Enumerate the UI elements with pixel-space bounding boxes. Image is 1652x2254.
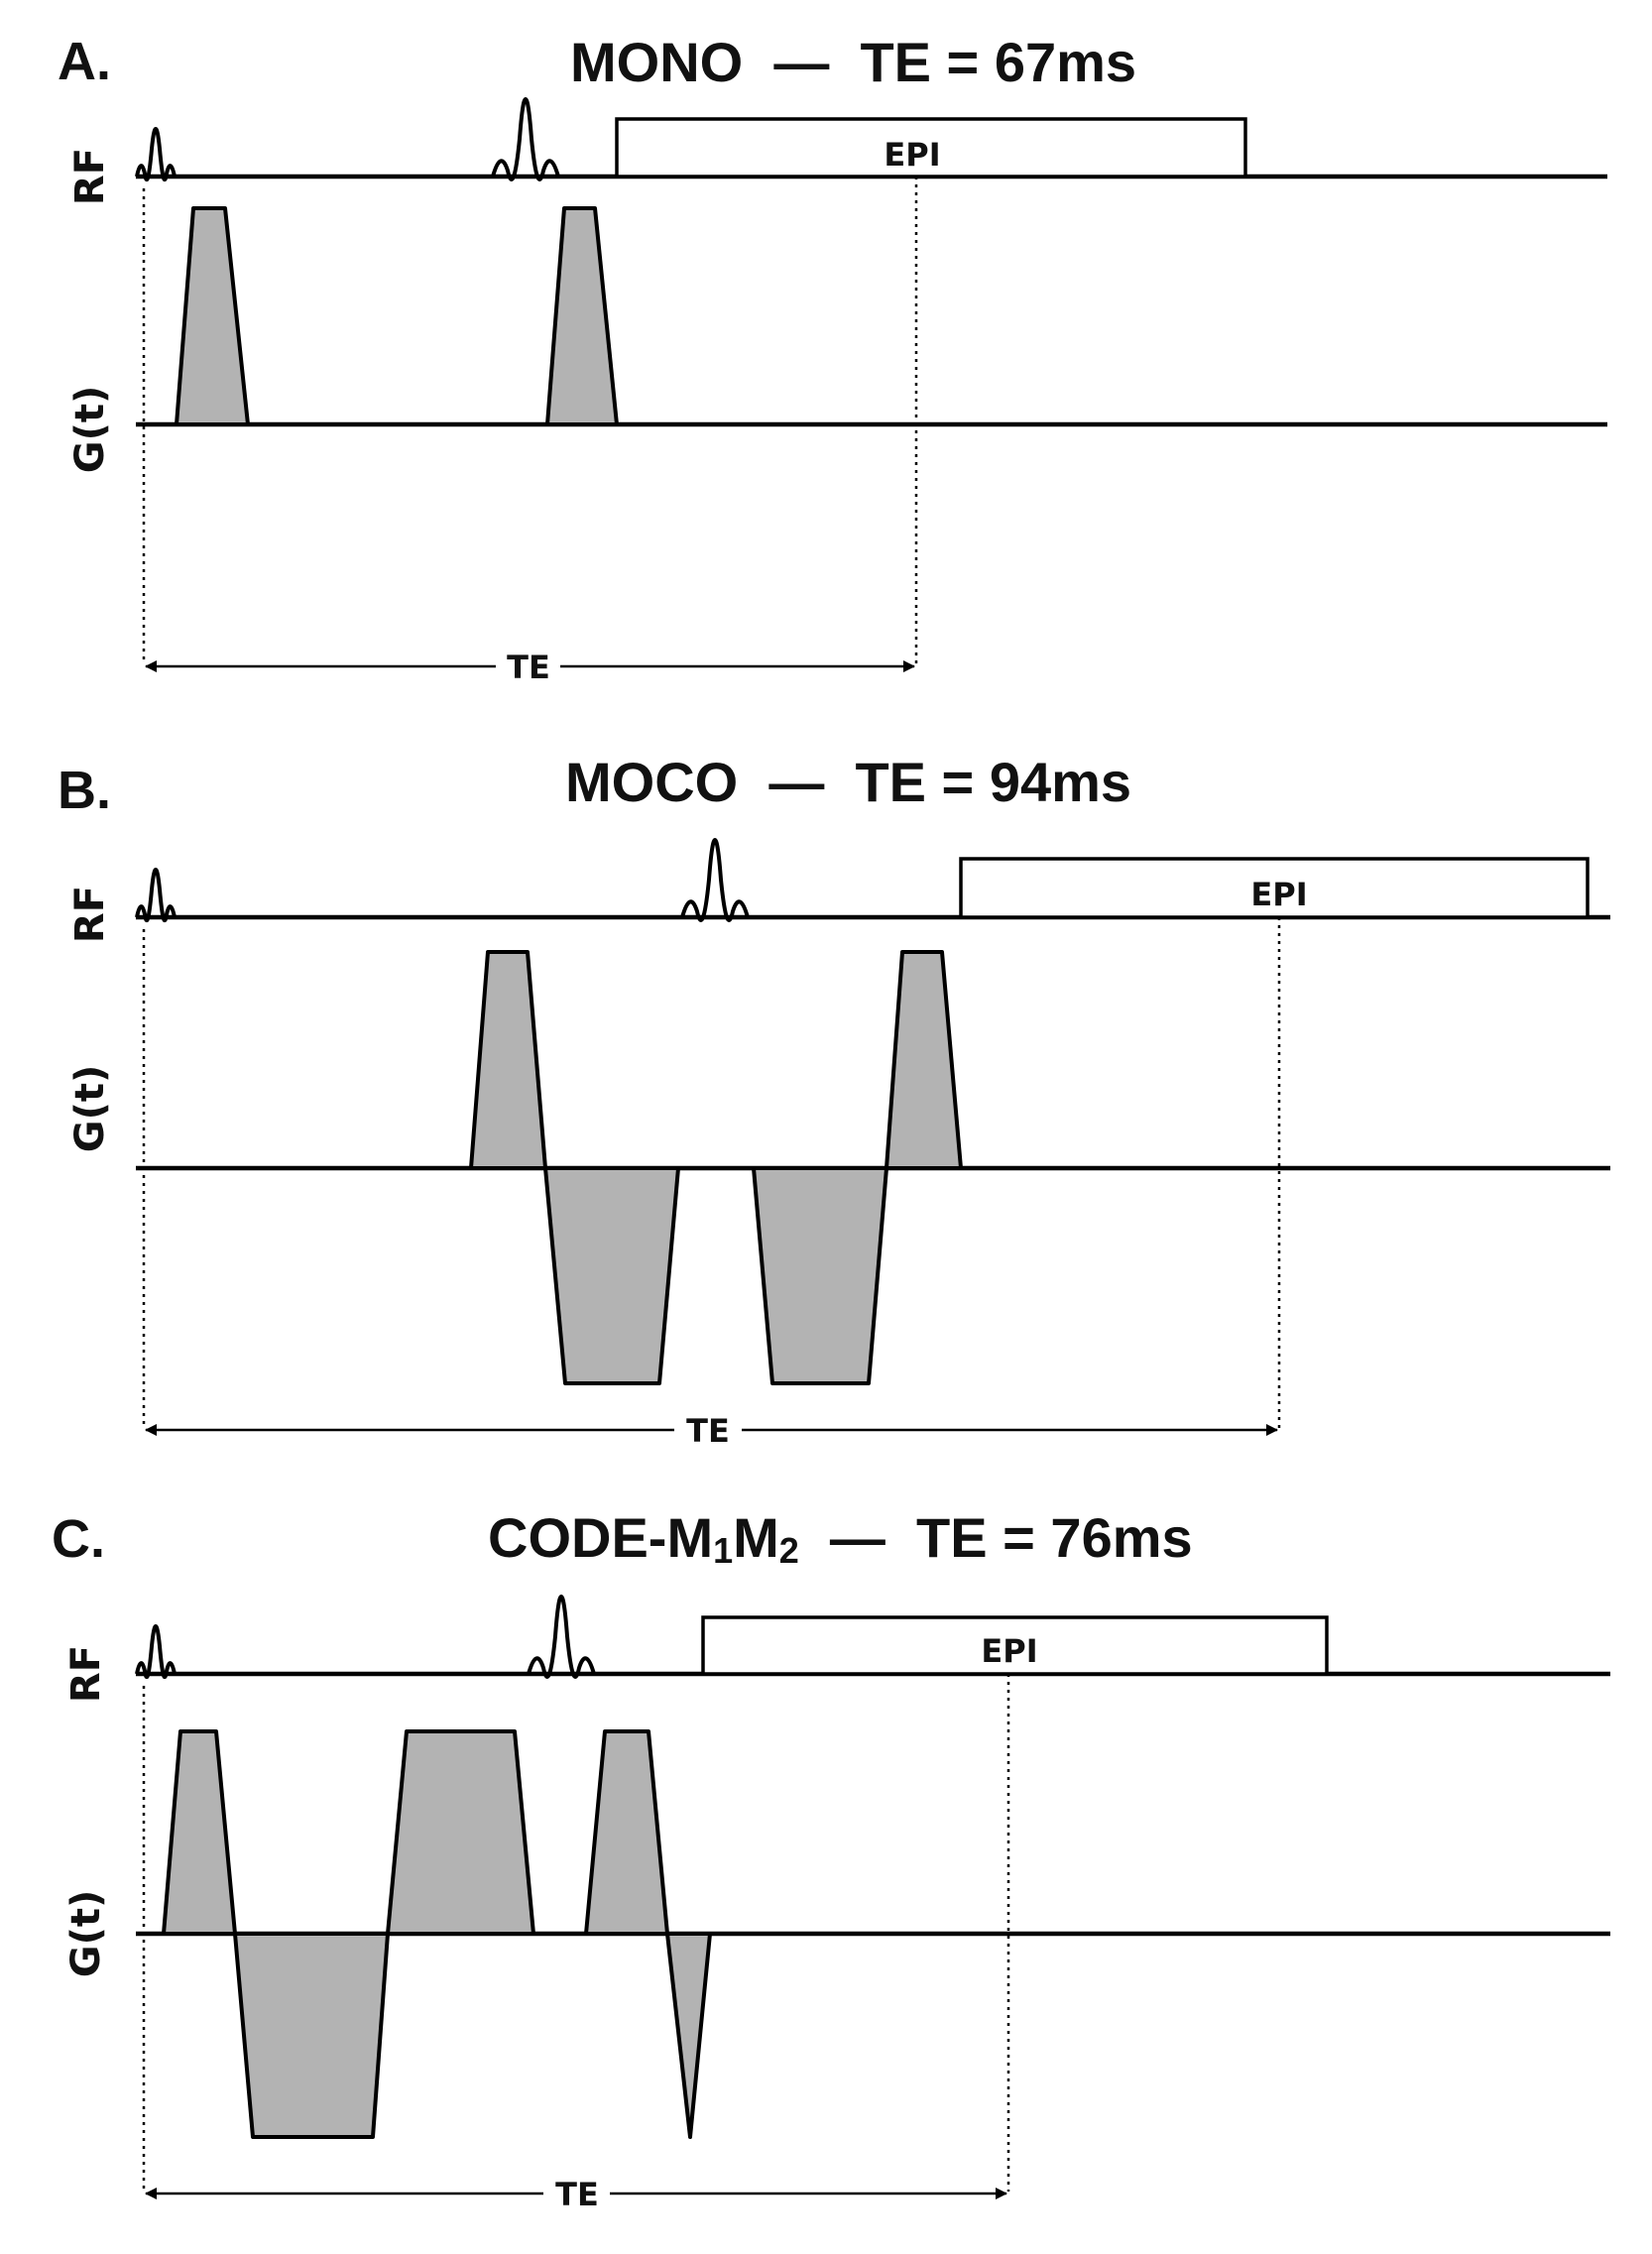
panel-c-positive-lobe-3 — [584, 1729, 669, 1936]
panel-a-diffusion-lobe-1 — [175, 206, 250, 426]
panel-c-letter: C. — [52, 1509, 105, 1569]
panel-c-title-tail: — TE = 76ms — [799, 1506, 1193, 1569]
panel-c-epi-label: EPI — [981, 1632, 1037, 1670]
panel-c-refocusing-pulse — [527, 1595, 596, 1679]
panel-b-positive-lobe-2 — [885, 950, 963, 1170]
panel-a: A. MONO — TE = 67ms RF G(t) EPI TE — [58, 31, 1607, 686]
panel-b-refocusing-pulse — [680, 838, 750, 922]
panel-c-rf-label: RF — [63, 1645, 109, 1703]
panel-a-te-label: TE — [507, 649, 550, 686]
panel-a-diffusion-lobe-2 — [545, 206, 619, 426]
panel-a-refocusing-pulse — [491, 97, 560, 181]
panel-b-negative-lobe-1 — [543, 1166, 680, 1385]
panel-b-negative-lobe-2 — [752, 1166, 888, 1385]
panel-a-epi-block — [615, 117, 1247, 178]
panel-b-excitation-pulse — [135, 868, 177, 922]
panel-c-title-sub2: 2 — [779, 1530, 799, 1571]
panel-c-excitation-pulse — [135, 1624, 177, 1679]
panel-b-title: MOCO — TE = 94ms — [565, 751, 1131, 813]
panel-c-te-label: TE — [555, 2176, 599, 2213]
panel-c-epi-block — [701, 1615, 1329, 1676]
panel-c-negative-lobe-2 — [665, 1932, 712, 2139]
panel-b-gradient-label: G(t) — [67, 1065, 113, 1153]
panel-c-positive-lobe-2 — [386, 1729, 535, 1936]
panel-b: B. MOCO — TE = 94ms RF G(t) EPI TE — [58, 751, 1610, 1450]
panel-b-positive-lobe-1 — [469, 950, 547, 1170]
panel-c-positive-lobe-1 — [162, 1729, 237, 1936]
panel-c-title: CODE-M1M2 — TE = 76ms — [488, 1506, 1193, 1571]
panel-c-title-sub1: 1 — [713, 1530, 733, 1571]
panel-a-letter: A. — [58, 32, 111, 91]
panel-c-title-mid: M — [733, 1506, 779, 1569]
panel-a-rf-label: RF — [67, 148, 113, 205]
panel-c: C. CODE-M1M2 — TE = 76ms RF G(t) EPI TE — [52, 1506, 1610, 2213]
panel-b-rf-label: RF — [67, 886, 113, 943]
panel-c-gradient-label: G(t) — [63, 1890, 109, 1978]
panel-a-title: MONO — TE = 67ms — [570, 31, 1136, 93]
panel-b-epi-block — [959, 857, 1590, 919]
panel-a-epi-label: EPI — [884, 136, 940, 174]
panel-c-negative-lobe-1 — [233, 1932, 390, 2139]
panel-c-title-main: CODE-M — [488, 1506, 713, 1569]
panel-b-te-label: TE — [686, 1412, 730, 1450]
panel-a-excitation-pulse — [135, 127, 177, 181]
panel-a-gradient-label: G(t) — [67, 386, 113, 474]
panel-b-letter: B. — [58, 761, 111, 820]
panel-b-epi-label: EPI — [1250, 876, 1307, 913]
